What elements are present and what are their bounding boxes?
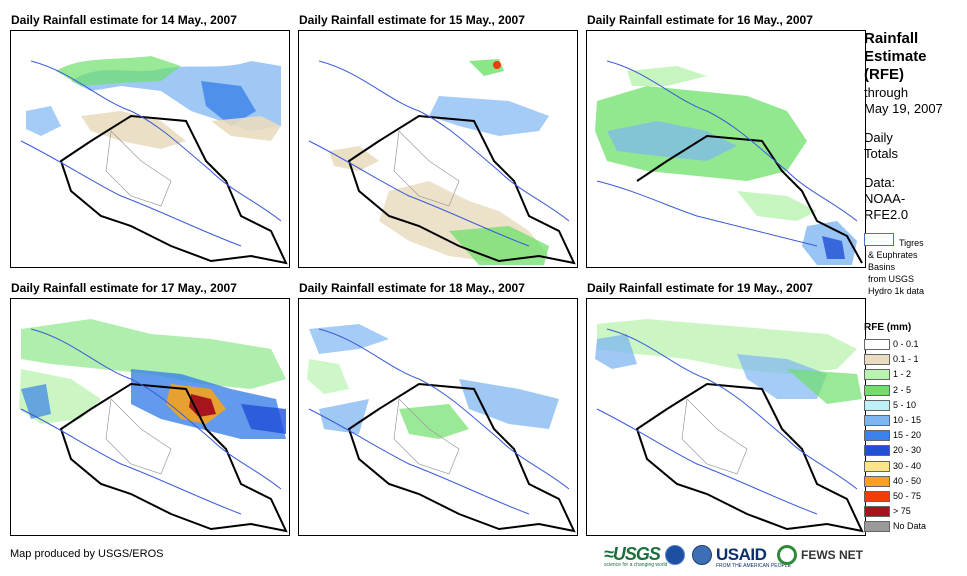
rainfall-map-18-may <box>298 298 578 536</box>
basin-legend-swatch <box>864 233 894 246</box>
legend-swatch <box>864 354 890 365</box>
usaid-tagline: FROM THE AMERICAN PEOPLE <box>716 563 791 569</box>
sidebar-date: May 19, 2007 <box>864 101 943 116</box>
legend-label: 50 - 75 <box>893 491 922 501</box>
legend-label: No Data <box>893 521 927 531</box>
basin-text-1: Tigres <box>899 238 924 248</box>
sidebar-title-line-2: Estimate <box>864 48 927 65</box>
panel-title-14-may: Daily Rainfall estimate for 14 May., 200… <box>11 13 237 27</box>
basin-text-3: Basins <box>868 262 896 272</box>
legend-label: 5 - 10 <box>893 400 917 410</box>
legend-label: 30 - 40 <box>893 461 922 471</box>
legend-swatch <box>864 430 890 441</box>
usgs-logo: ≈USGS <box>604 544 661 564</box>
fews-net-logo: FEWS NET <box>801 548 863 562</box>
legend-swatch <box>864 506 890 517</box>
legend-swatch <box>864 385 890 396</box>
rainfall-map-16-may <box>586 30 866 268</box>
usgs-tagline: science for a changing world <box>604 562 668 568</box>
legend-label: > 75 <box>893 506 911 516</box>
panel-title-19-may: Daily Rainfall estimate for 19 May., 200… <box>587 281 813 295</box>
legend-label: 20 - 30 <box>893 445 922 455</box>
fews-net-logo-icon <box>777 545 797 565</box>
legend-label: 10 - 15 <box>893 415 922 425</box>
rainfall-map-14-may <box>10 30 290 268</box>
sidebar-through: through <box>864 85 909 100</box>
map-credit: Map produced by USGS/EROS <box>10 548 164 560</box>
legend-label: 40 - 50 <box>893 476 922 486</box>
legend-swatch <box>864 476 890 487</box>
sidebar-data-2: NOAA- <box>864 191 906 206</box>
doi-seal-icon <box>692 545 712 565</box>
legend-swatch <box>864 415 890 426</box>
basin-text-2: & Euphrates <box>868 250 918 260</box>
panel-title-18-may: Daily Rainfall estimate for 18 May., 200… <box>299 281 525 295</box>
panel-title-17-may: Daily Rainfall estimate for 17 May., 200… <box>11 281 237 295</box>
sidebar-data-1: Data: <box>864 175 896 190</box>
legend-label: 2 - 5 <box>893 385 912 395</box>
legend-swatch <box>864 461 890 472</box>
legend-title: RFE (mm) <box>864 322 912 333</box>
noaa-logo-icon <box>665 545 685 565</box>
usaid-logo: USAID <box>716 545 767 564</box>
rainfall-map-19-may <box>586 298 866 536</box>
legend-swatch <box>864 339 890 350</box>
rainfall-map-17-may <box>10 298 290 536</box>
rainfall-map-15-may <box>298 30 578 268</box>
legend-swatch <box>864 491 890 502</box>
sidebar-data-3: RFE2.0 <box>864 207 909 222</box>
panel-title-16-may: Daily Rainfall estimate for 16 May., 200… <box>587 13 813 27</box>
legend-label: 15 - 20 <box>893 430 922 440</box>
basin-text-4: from USGS <box>868 274 915 284</box>
legend-swatch <box>864 521 890 532</box>
sidebar-daily-1: Daily <box>864 130 893 145</box>
sidebar-title-line-3: (RFE) <box>864 66 904 83</box>
legend-label: 0.1 - 1 <box>893 354 919 364</box>
legend-label: 1 - 2 <box>893 369 912 379</box>
legend-swatch <box>864 400 890 411</box>
basin-text-5: Hydro 1k data <box>868 286 925 296</box>
sidebar-title-line-1: Rainfall <box>864 30 919 47</box>
panel-title-15-may: Daily Rainfall estimate for 15 May., 200… <box>299 13 525 27</box>
legend-swatch <box>864 445 890 456</box>
legend-swatch <box>864 369 890 380</box>
legend-label: 0 - 0.1 <box>893 339 919 349</box>
sidebar-daily-2: Totals <box>864 146 898 161</box>
